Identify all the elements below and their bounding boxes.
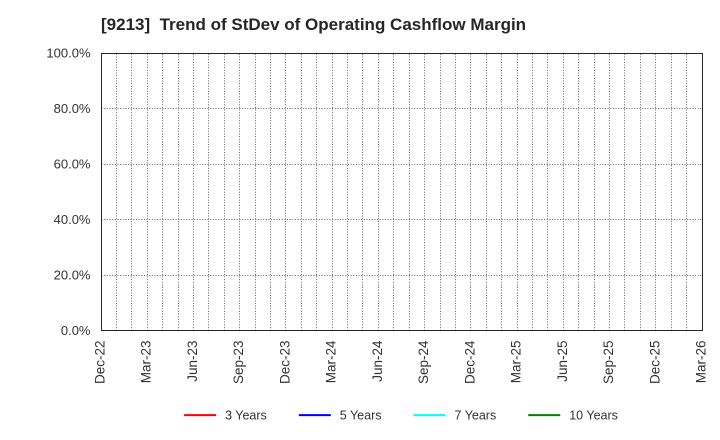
svg-text:7 Years: 7 Years — [455, 408, 497, 422]
svg-text:80.0%: 80.0% — [54, 101, 91, 116]
svg-text:Mar-26: Mar-26 — [693, 340, 708, 383]
svg-text:3 Years: 3 Years — [225, 408, 267, 422]
svg-text:Dec-22: Dec-22 — [92, 340, 107, 384]
svg-text:Mar-25: Mar-25 — [509, 340, 524, 383]
svg-text:Sep-24: Sep-24 — [416, 340, 431, 384]
svg-text:Jun-23: Jun-23 — [185, 340, 200, 381]
svg-text:20.0%: 20.0% — [54, 268, 91, 283]
svg-text:Jun-25: Jun-25 — [555, 340, 570, 381]
svg-text:Dec-25: Dec-25 — [647, 340, 662, 384]
svg-text:Dec-24: Dec-24 — [462, 340, 477, 384]
svg-text:[9213] Trend of StDev of Oper: [9213] Trend of StDev of Operating Cashf… — [101, 15, 526, 34]
svg-text:10 Years: 10 Years — [569, 408, 618, 422]
svg-text:Dec-23: Dec-23 — [277, 340, 292, 384]
svg-text:Mar-23: Mar-23 — [139, 340, 154, 383]
svg-text:0.0%: 0.0% — [61, 323, 91, 338]
svg-text:Mar-24: Mar-24 — [324, 340, 339, 383]
svg-text:100.0%: 100.0% — [46, 46, 91, 61]
svg-text:Sep-23: Sep-23 — [231, 340, 246, 384]
svg-text:Jun-24: Jun-24 — [370, 340, 385, 382]
svg-text:40.0%: 40.0% — [54, 212, 91, 227]
svg-text:Sep-25: Sep-25 — [601, 340, 616, 384]
svg-text:5 Years: 5 Years — [340, 408, 382, 422]
svg-text:60.0%: 60.0% — [54, 157, 91, 172]
